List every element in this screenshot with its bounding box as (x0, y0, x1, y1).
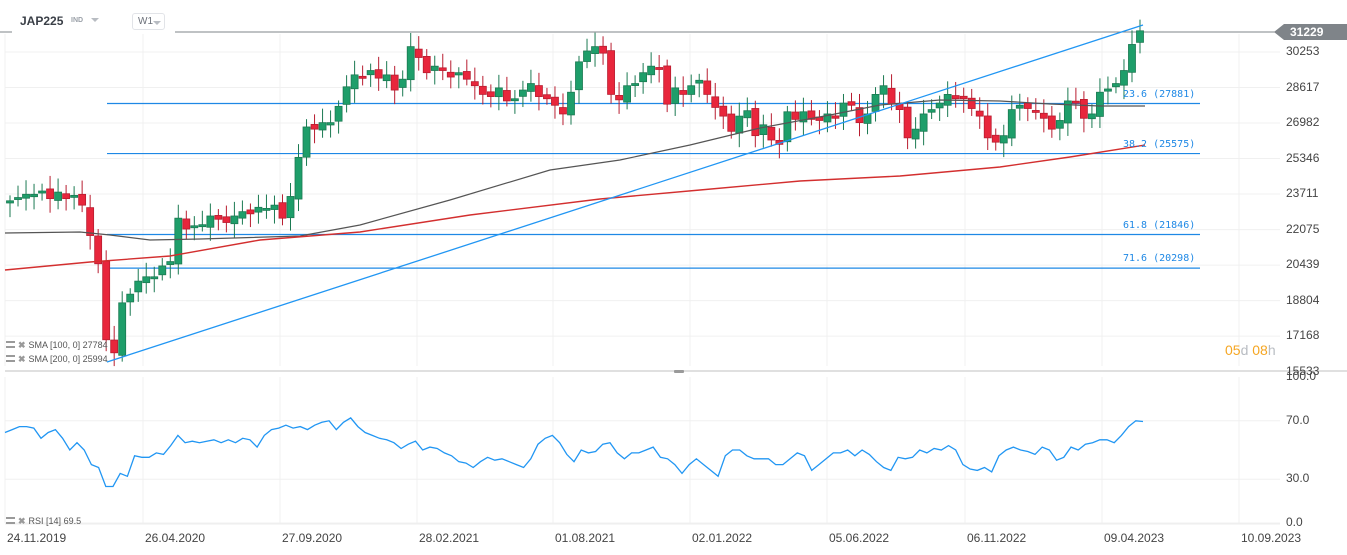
date-axis-label: 27.09.2020 (282, 531, 343, 545)
candle-countdown: 05d 08h (1225, 342, 1276, 358)
rsi-axis-label: 70.0 (1286, 412, 1310, 427)
timeframe-select[interactable]: W1 (132, 13, 165, 30)
price-axis-label: 22075 (1286, 221, 1320, 236)
price-tag-arrow-icon (1274, 24, 1284, 40)
date-axis-label: 10.09.2023 (1241, 531, 1302, 545)
date-axis-label: 02.01.2022 (692, 531, 753, 545)
price-axis-label: 15533 (1286, 363, 1320, 378)
price-axis-label: 20439 (1286, 257, 1320, 272)
rsi-legend-label: RSI [14] 69.5 (28, 516, 82, 526)
price-axis-label: 23711 (1286, 186, 1319, 201)
countdown-days-unit: d (1240, 342, 1249, 358)
price-axis-label: 30253 (1286, 44, 1320, 58)
current-price-value: 31229 (1290, 25, 1324, 39)
rsi-axis-label: 100.0 (1286, 369, 1317, 383)
timeframe-value: W1 (138, 16, 153, 27)
sma200-line (4, 144, 1146, 271)
close-icon[interactable]: ✖ (18, 516, 26, 526)
settings-icon[interactable] (6, 355, 15, 362)
settings-icon[interactable] (6, 341, 15, 348)
price-axis-label: 26982 (1286, 115, 1320, 130)
fib-level-label: 23.6 (27881) (1123, 88, 1196, 100)
sma200-legend-label: SMA [200, 0] 25994 (28, 354, 108, 364)
date-axis-label: 05.06.2022 (829, 531, 890, 545)
date-axis-label: 28.02.2021 (419, 531, 480, 545)
date-axis-label: 06.11.2022 (967, 531, 1027, 545)
symbol-dropdown-chevron-icon[interactable] (91, 18, 99, 22)
symbol-label[interactable]: JAP225 (20, 14, 64, 28)
market-type-badge: IND (71, 17, 84, 24)
sma100-legend-label: SMA [100, 0] 27784 (28, 340, 108, 350)
date-axis-label: 01.08.2021 (555, 531, 616, 545)
close-icon[interactable]: ✖ (18, 354, 26, 364)
close-icon[interactable]: ✖ (18, 340, 26, 350)
price-axis-label: 18804 (1286, 292, 1320, 307)
rsi-axis-label: 0.0 (1286, 515, 1303, 529)
countdown-hours-unit: h (1267, 342, 1276, 358)
chevron-down-icon (153, 21, 161, 25)
sma100-legend[interactable]: ✖ SMA [100, 0] 27784 (6, 340, 108, 351)
trendline (106, 24, 1144, 363)
countdown-days: 05 (1225, 342, 1241, 358)
candlesticks (6, 19, 1144, 367)
date-axis-label: 26.04.2020 (145, 531, 206, 545)
rsi-axis-label: 30.0 (1286, 471, 1310, 486)
date-axis-label: 09.04.2023 (1104, 531, 1165, 545)
fib-level-label: 71.6 (20298) (1123, 253, 1196, 265)
countdown-hours: 08 (1252, 342, 1268, 358)
price-axis-label: 25346 (1286, 150, 1320, 165)
price-axis-label: 28617 (1286, 79, 1320, 94)
date-axis-label: 24.11.2019 (7, 531, 67, 545)
rsi-legend[interactable]: ✖ RSI [14] 69.5 (6, 516, 81, 527)
fib-level-label: 61.8 (21846) (1123, 219, 1196, 231)
pane-resize-handle[interactable] (674, 370, 684, 373)
settings-icon[interactable] (6, 517, 15, 524)
current-price-tag: 31229 (1274, 24, 1347, 40)
price-axis-label: 17168 (1286, 328, 1320, 343)
fib-level-label: 38.2 (25575) (1123, 138, 1196, 150)
sma200-legend[interactable]: ✖ SMA [200, 0] 25994 (6, 354, 108, 365)
chart-toolbar: JAP225 IND W1 (0, 0, 1347, 34)
rsi-line (4, 417, 1144, 488)
sma100-line (4, 99, 1145, 241)
